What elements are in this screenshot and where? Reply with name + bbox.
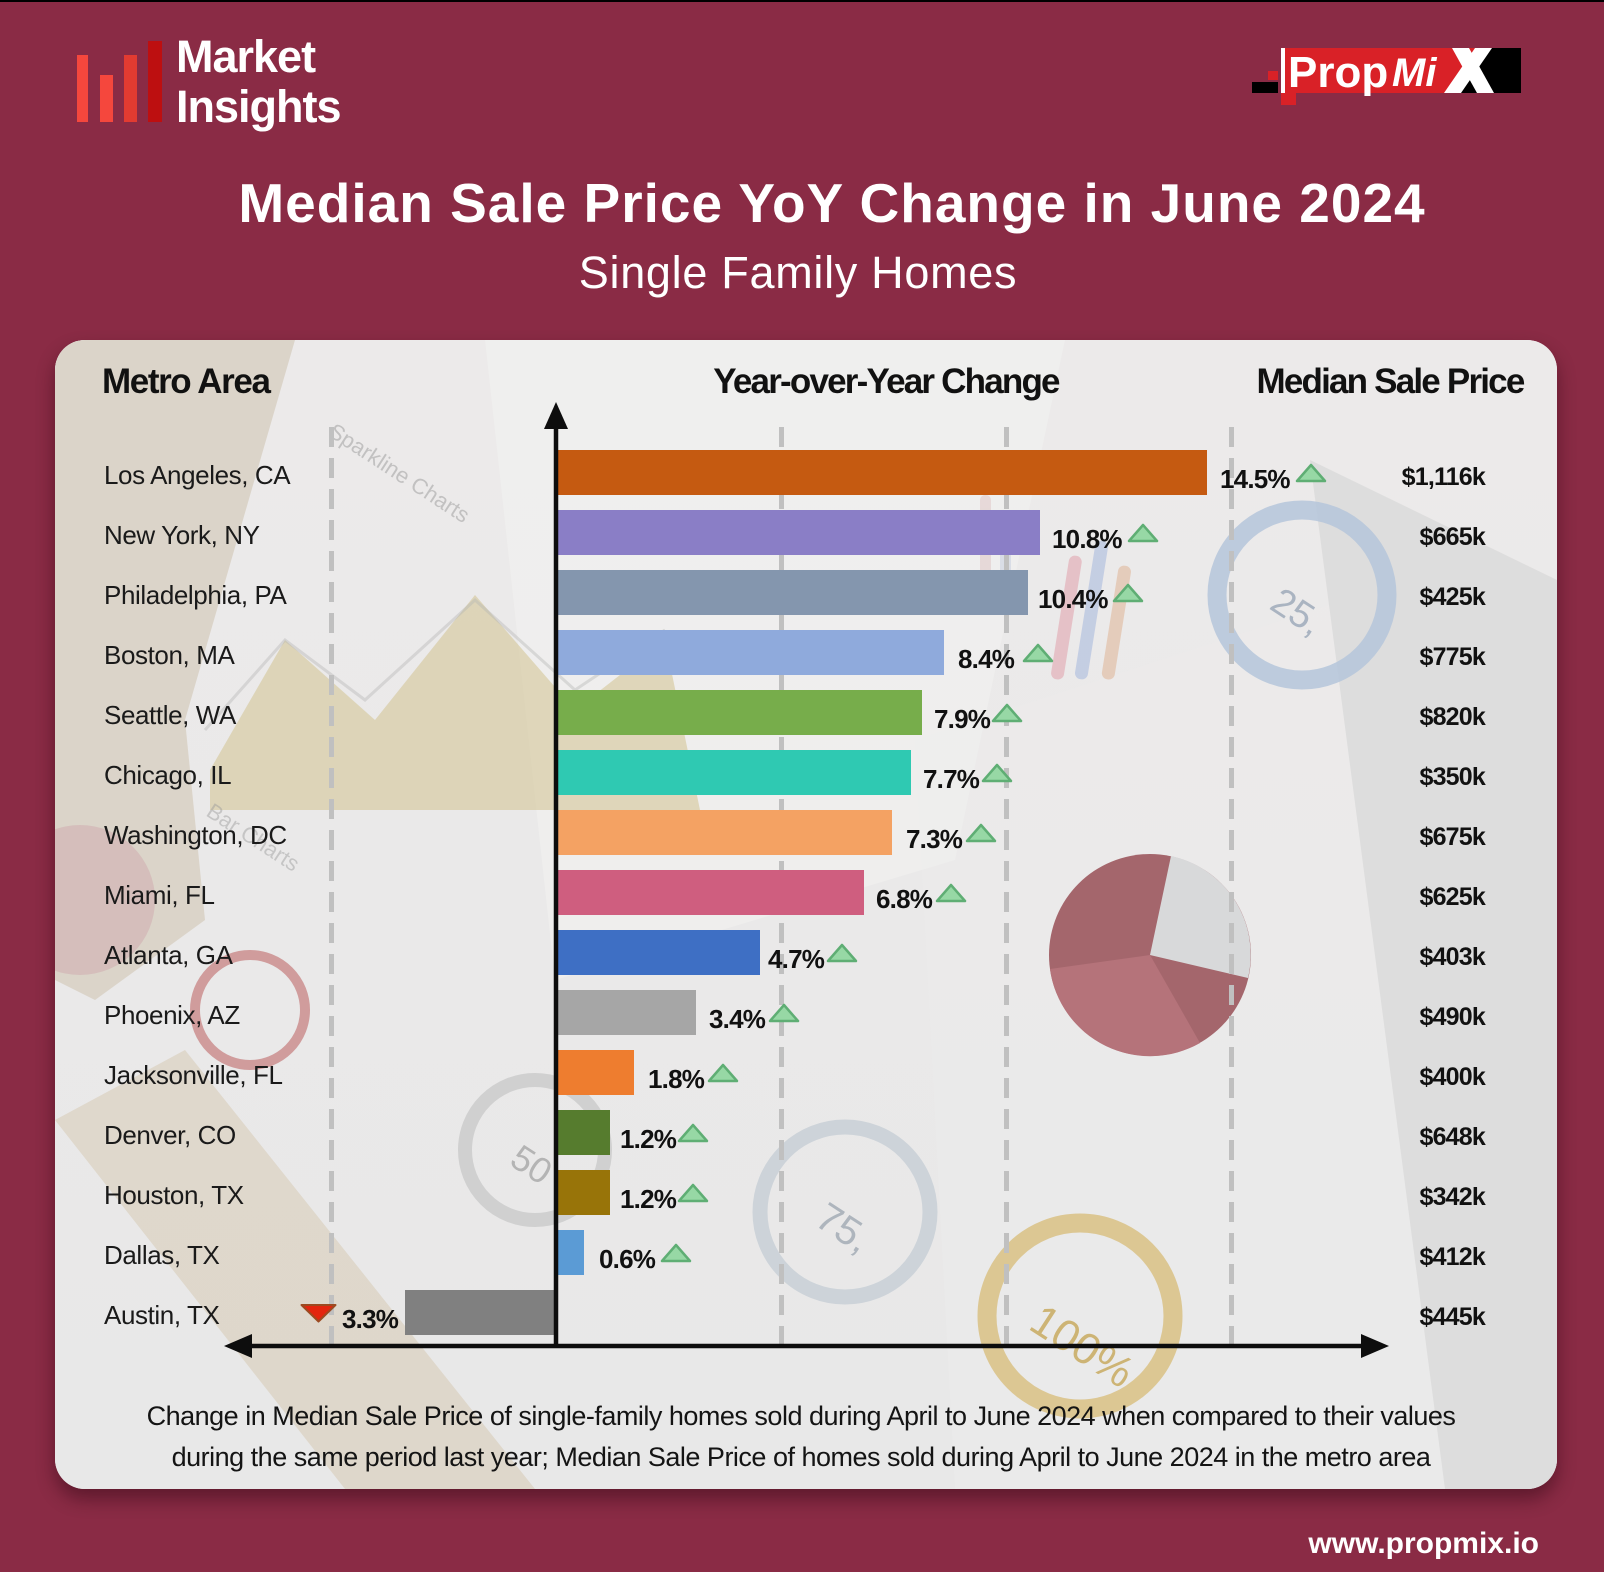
svg-text:Prop: Prop: [1288, 48, 1388, 97]
svg-text:Mi: Mi: [1392, 51, 1437, 95]
